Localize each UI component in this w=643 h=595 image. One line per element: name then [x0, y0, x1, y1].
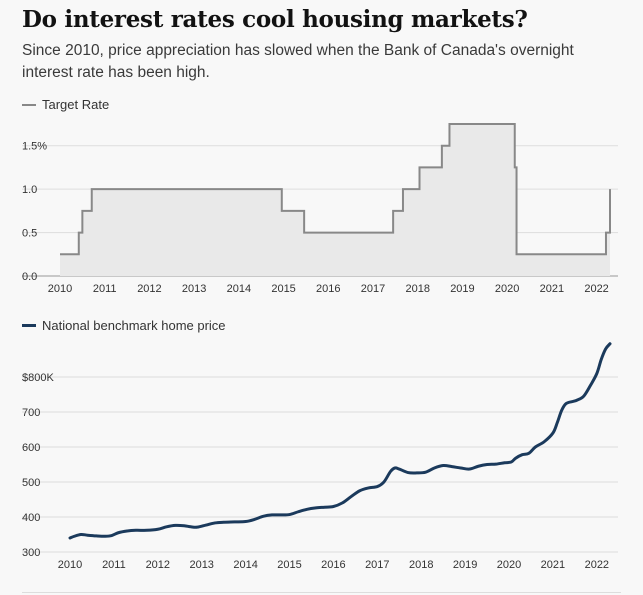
x-tick-label: 2012 — [137, 283, 161, 295]
price-line — [68, 342, 612, 540]
x-tick-label: 2013 — [189, 559, 213, 571]
x-tick-label: 2021 — [540, 283, 564, 295]
legend-line-swatch-icon — [22, 324, 36, 327]
y-tick-label: 700 — [22, 407, 40, 419]
y-tick-label: 0.0 — [22, 271, 37, 283]
x-tick-label: 2021 — [541, 559, 565, 571]
x-tick-label: 2012 — [146, 559, 170, 571]
x-tick-label: 2018 — [405, 283, 429, 295]
x-tick-label: 2010 — [58, 559, 82, 571]
x-tick-label: 2016 — [316, 283, 340, 295]
x-tick-label: 2017 — [365, 559, 389, 571]
y-tick-label: 300 — [22, 547, 40, 559]
chart-title: Do interest rates cool housing markets? — [22, 6, 528, 33]
rate-line — [60, 123, 611, 256]
target-rate-chart: 0.0 0.5 1.0 1.5% 2010 2011 2012 2013 2014 2015 201… — [22, 123, 618, 295]
x-tick-label: 2010 — [48, 283, 72, 295]
x-tick-label: 2014 — [227, 283, 251, 295]
y-tick-label: $800K — [22, 372, 54, 384]
x-tick-label: 2014 — [233, 559, 257, 571]
legend-home-price: National benchmark home price — [22, 318, 226, 333]
x-tick-label: 2018 — [409, 559, 433, 571]
y-tick-label: 500 — [22, 477, 40, 489]
y-tick-label: 1.0 — [22, 184, 37, 196]
legend-label: National benchmark home price — [42, 318, 226, 333]
home-price-chart: 300 400 500 600 700 $800K 2010 2011 2012 2013 2014… — [22, 342, 618, 571]
x-tick-label: 2017 — [361, 283, 385, 295]
legend-label: Target Rate — [42, 97, 110, 112]
chart-subtitle: Since 2010, price appreciation has slowe… — [22, 42, 574, 81]
x-tick-label: 2022 — [584, 283, 608, 295]
x-tick-label: 2019 — [453, 559, 477, 571]
x-tick-label: 2015 — [271, 283, 295, 295]
rate-area — [60, 124, 610, 276]
x-tick-label: 2015 — [277, 559, 301, 571]
legend-line-swatch-icon — [22, 103, 36, 106]
y-tick-label: 1.5% — [22, 141, 47, 153]
y-tick-label: 400 — [22, 512, 40, 524]
x-tick-label: 2019 — [450, 283, 474, 295]
x-tick-label: 2016 — [321, 559, 345, 571]
x-tick-label: 2011 — [102, 559, 126, 571]
x-tick-label: 2011 — [93, 283, 117, 295]
x-tick-label: 2022 — [585, 559, 609, 571]
bottom-divider — [22, 592, 621, 593]
y-tick-label: 0.5 — [22, 228, 37, 240]
y-tick-label: 600 — [22, 442, 40, 454]
x-tick-label: 2020 — [495, 283, 519, 295]
x-tick-label: 2020 — [497, 559, 521, 571]
legend-target-rate: Target Rate — [22, 97, 109, 112]
x-tick-label: 2013 — [182, 283, 206, 295]
